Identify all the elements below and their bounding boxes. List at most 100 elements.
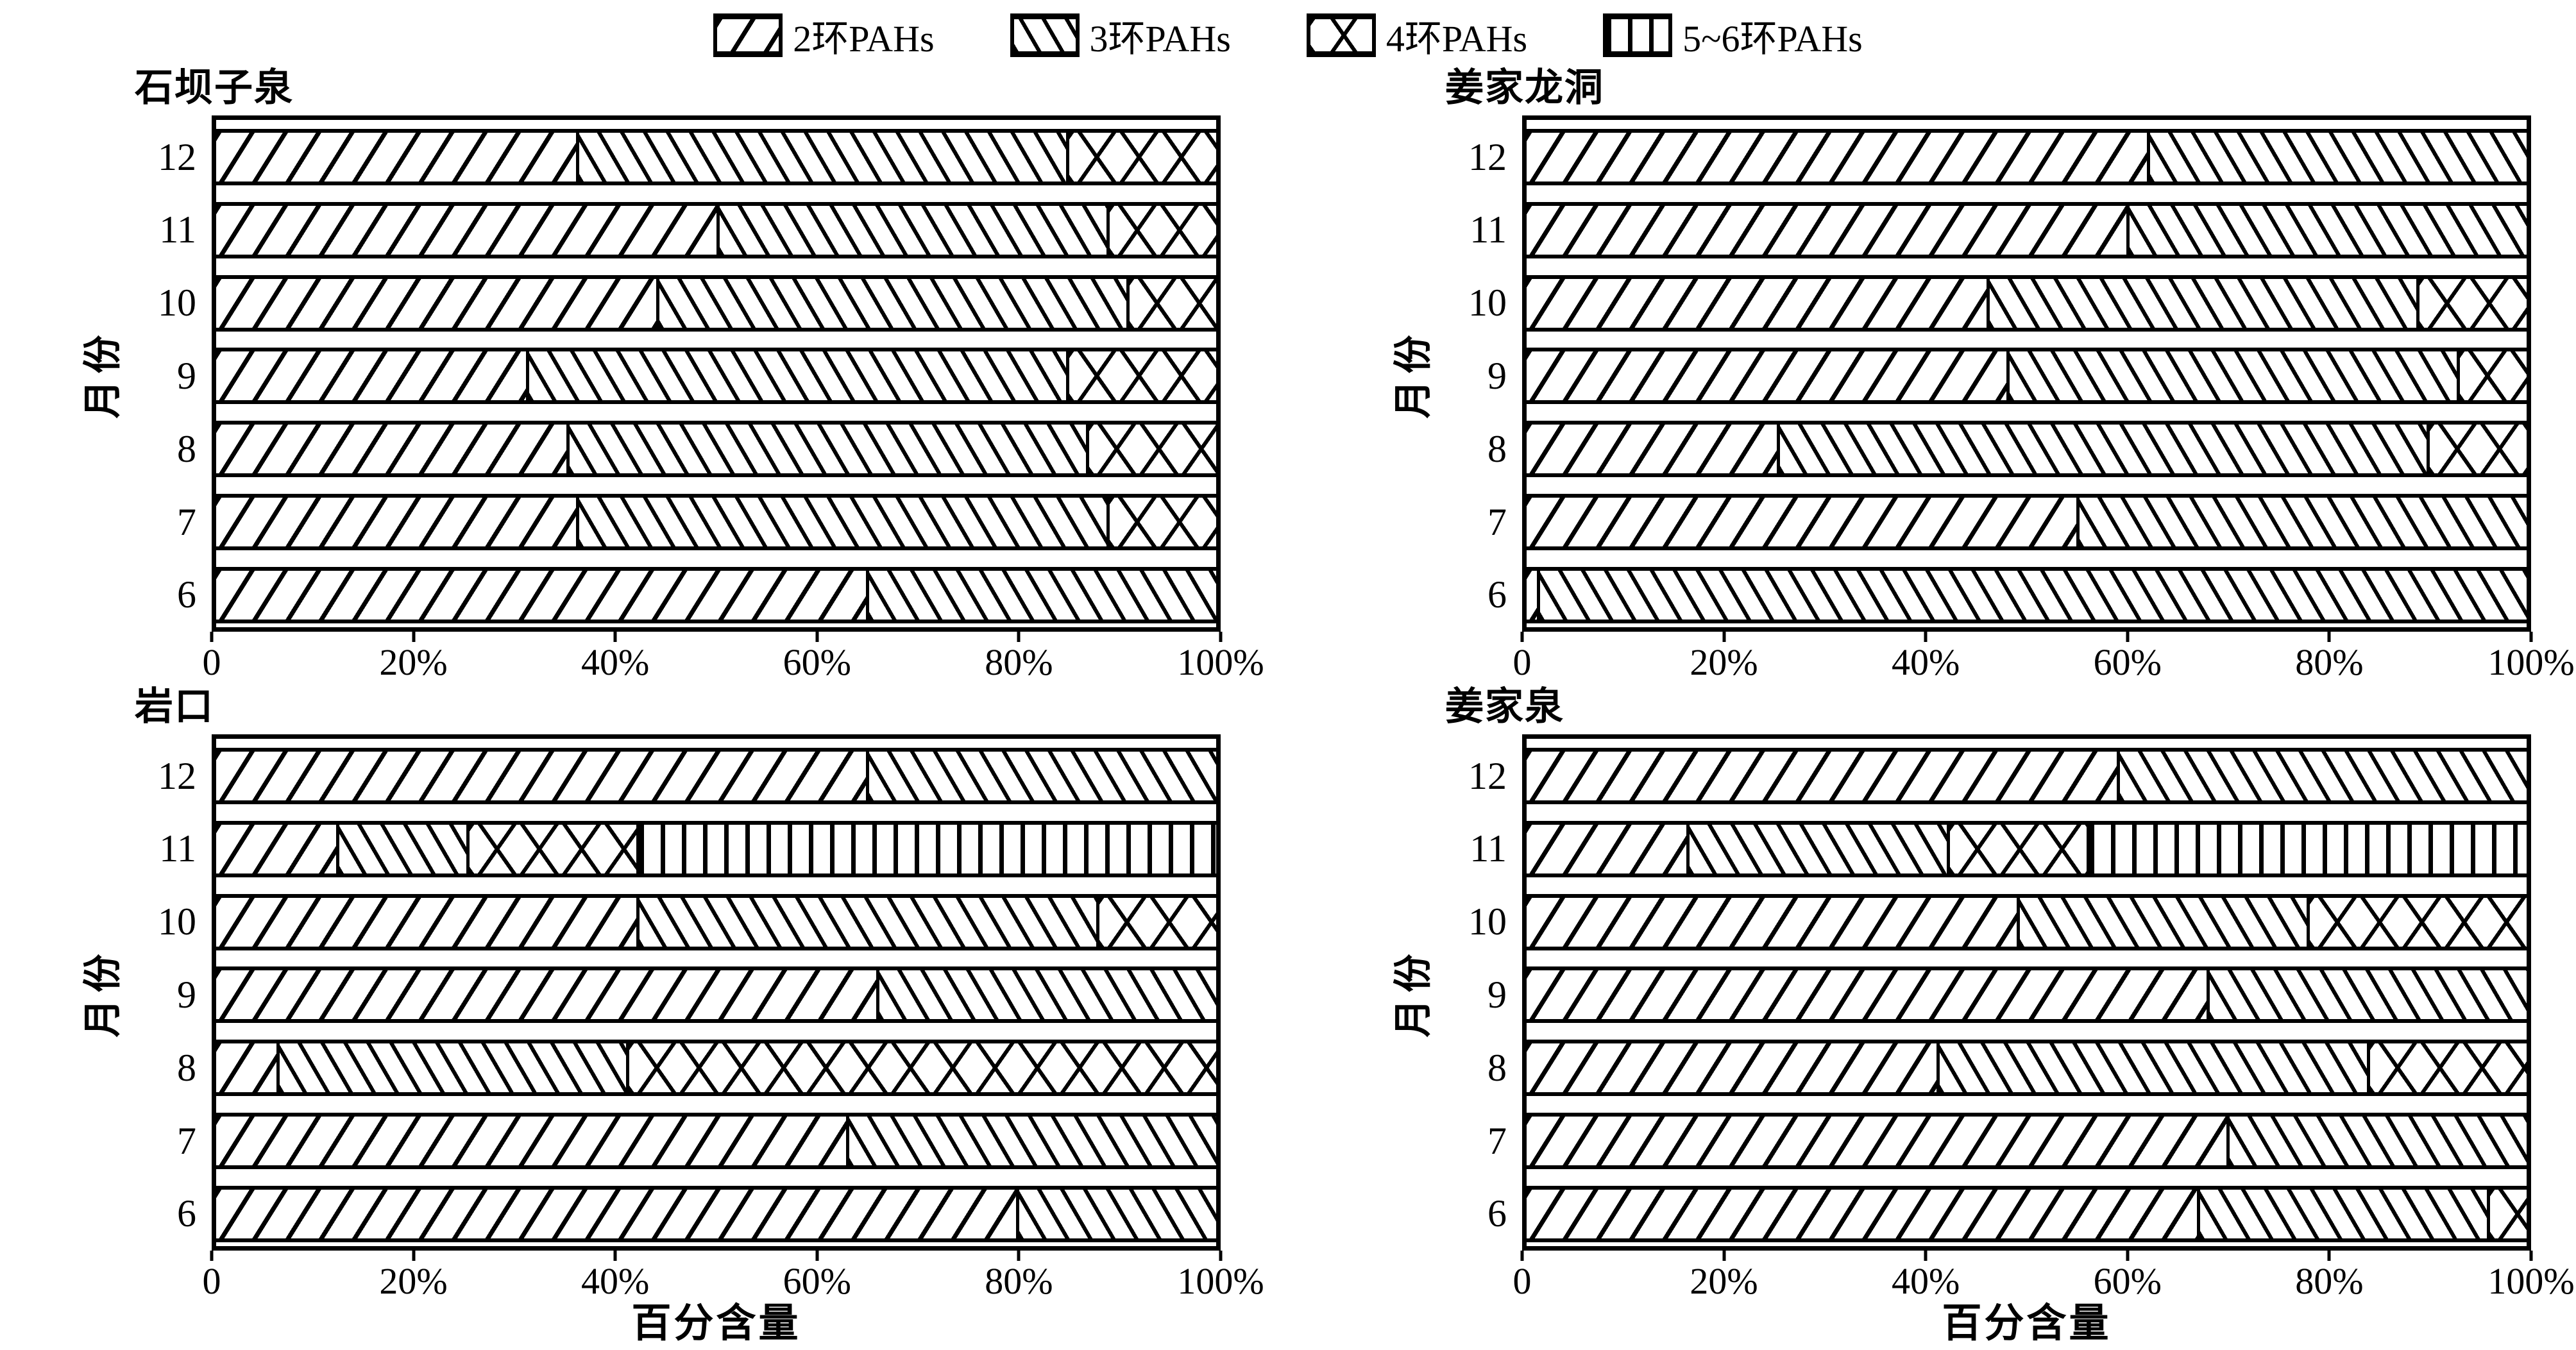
- bar-segment-2ring: [1527, 278, 1987, 328]
- bar-segment-3ring: [876, 970, 1216, 1020]
- x-tick-mark: [1520, 632, 1524, 642]
- bar-month-10: [1527, 274, 2527, 332]
- bar-segment-4ring: [1106, 205, 1216, 255]
- x-tick-label: 0: [1513, 641, 1532, 683]
- bar-segment-4ring: [1096, 897, 1216, 947]
- bar-segment-3ring: [576, 133, 1067, 181]
- x-tick-label: 100%: [1177, 641, 1264, 683]
- charts-grid: 石坝子泉 月份 12 11 10 9 8 7 6 0 20% 40% 60% 80% 100% 姜家龙…: [0, 63, 2576, 1347]
- bar-segment-2ring: [1527, 351, 2007, 401]
- bar-segment-4ring: [1126, 278, 1216, 328]
- panel-shibaziquan: 石坝子泉 月份 12 11 10 9 8 7 6 0 20% 40% 60% 80% 100%: [38, 63, 1264, 683]
- x-tick-mark: [412, 1251, 416, 1261]
- bar-segment-3ring: [656, 278, 1126, 328]
- legend-label: 3环PAHs: [1089, 18, 1231, 60]
- y-tick-label-6: 6: [1487, 573, 1507, 616]
- panel-yankou: 岩口 月份 12 11 10 9 8 7 6 0 20% 40% 60% 80% 100% 百分含量: [38, 682, 1264, 1347]
- bar-segment-4ring: [626, 1043, 1216, 1093]
- bar-segment-4ring: [2416, 278, 2527, 328]
- y-tick-label-8: 8: [1487, 1046, 1507, 1089]
- bar-month-9: [216, 348, 1216, 405]
- bar-month-12: [216, 129, 1216, 185]
- y-tick-label-6: 6: [1487, 1192, 1507, 1235]
- x-tick-mark: [1924, 632, 1928, 642]
- bar-segment-3ring: [716, 205, 1106, 255]
- bar-segment-4ring: [1066, 133, 1216, 181]
- y-tick-label-6: 6: [177, 573, 196, 616]
- y-tick-label-12: 12: [158, 754, 196, 797]
- y-tick-label-10: 10: [1468, 900, 1507, 943]
- bar-segment-2ring: [1527, 1043, 1937, 1093]
- bar-segment-3ring: [636, 897, 1096, 947]
- x-tick-label: 0: [202, 641, 221, 683]
- bar-month-10: [1527, 893, 2527, 950]
- x-tick-label: 60%: [783, 641, 851, 683]
- x-tick-label: 60%: [2093, 641, 2162, 683]
- bar-segment-2ring: [1527, 570, 1537, 620]
- x-tick-label: 40%: [1892, 1260, 1960, 1302]
- bar-segment-3ring: [846, 1117, 1216, 1166]
- x-tick-label: 20%: [1690, 641, 1758, 683]
- y-axis-label: 月份: [1392, 328, 1435, 419]
- legend-swatch-crosshatch: [1306, 13, 1376, 57]
- bar-segment-4ring: [2456, 351, 2527, 401]
- panel-title: 姜家龙洞: [1445, 67, 1604, 109]
- x-tick-mark: [2126, 1251, 2130, 1261]
- x-tick-mark: [1520, 1251, 1524, 1261]
- bar-segment-2ring: [1527, 752, 2117, 800]
- x-axis-ticks: 0 20% 40% 60% 80% 100%: [203, 1251, 1264, 1302]
- y-tick-label-9: 9: [177, 973, 196, 1016]
- y-tick-label-6: 6: [177, 1192, 196, 1235]
- bar-segment-2ring: [1527, 824, 1687, 873]
- x-tick-label: 80%: [2295, 641, 2364, 683]
- bar-segment-2ring: [1527, 1117, 2227, 1166]
- bar-segment-2ring: [216, 425, 566, 474]
- bar-segment-2ring: [216, 970, 876, 1020]
- x-tick-mark: [2327, 632, 2331, 642]
- x-tick-label: 0: [1513, 1260, 1532, 1302]
- bar-segment-3ring: [276, 1043, 627, 1093]
- y-tick-label-7: 7: [177, 1119, 196, 1162]
- legend-item-4ring: 4环PAHs: [1306, 8, 1527, 62]
- bar-segment-2ring: [1527, 970, 2207, 1020]
- bar-segment-3ring: [1536, 570, 2527, 620]
- bar-segment-2ring: [1527, 498, 2077, 547]
- chart-body: 月份 12 11 10 9 8 7 6: [1375, 115, 2531, 632]
- x-tick-mark: [613, 1251, 617, 1261]
- bar-segment-3ring: [2006, 351, 2457, 401]
- x-tick-label: 80%: [985, 641, 1053, 683]
- panel-jiangjialongdong: 姜家龙洞 月份 12 11 10 9 8 7 6 0 20% 40% 60% 80% 100%: [1349, 63, 2575, 683]
- x-tick-mark: [412, 632, 416, 642]
- x-tick-label: 100%: [2487, 641, 2575, 683]
- x-axis-title: 百分含量: [631, 1302, 801, 1346]
- x-tick-mark: [2327, 1251, 2331, 1261]
- chart-body: 月份 12 11 10 9 8 7 6: [64, 734, 1221, 1251]
- legend-item-2ring: 2环PAHs: [713, 8, 935, 62]
- y-tick-label-12: 12: [1468, 135, 1507, 178]
- bar-segment-3ring: [526, 351, 1067, 401]
- y-tick-label-10: 10: [158, 282, 196, 325]
- y-tick-labels: 12 11 10 9 8 7 6: [1445, 734, 1522, 1251]
- y-tick-label-9: 9: [177, 354, 196, 397]
- x-tick-label: 60%: [2093, 1260, 2162, 1302]
- x-tick-label: 0: [202, 1260, 221, 1302]
- bar-segment-3ring: [2207, 970, 2527, 1020]
- x-tick-label: 40%: [1892, 641, 1960, 683]
- legend-label: 5~6环PAHs: [1682, 18, 1863, 60]
- x-tick-mark: [2126, 632, 2130, 642]
- x-tick-mark: [1924, 1251, 1928, 1261]
- bar-segment-2ring: [1527, 133, 2147, 181]
- bar-month-12: [1527, 129, 2527, 185]
- bar-segment-3ring: [576, 498, 1106, 547]
- legend-swatch-forward-diagonal-hatch: [713, 13, 783, 57]
- bar-month-12: [1527, 748, 2527, 804]
- x-tick-label: 40%: [581, 641, 650, 683]
- x-tick-label: 20%: [1690, 1260, 1758, 1302]
- bar-segment-2ring: [216, 570, 867, 620]
- y-tick-label-7: 7: [1487, 500, 1507, 543]
- bar-segment-2ring: [216, 351, 527, 401]
- x-axis-title: 百分含量: [1942, 1302, 2112, 1346]
- x-axis-ticks: 0 20% 40% 60% 80% 100%: [1513, 1251, 2575, 1302]
- legend-label: 2环PAHs: [793, 18, 935, 60]
- y-tick-label-7: 7: [1487, 1119, 1507, 1162]
